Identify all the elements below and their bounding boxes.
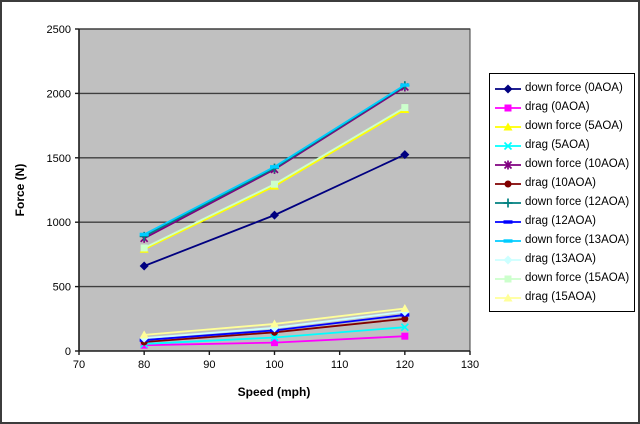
legend-item-label: down force (0AOA) [525, 82, 623, 94]
legend-item: drag (13AOA) [494, 250, 632, 269]
y-tick-label: 2000 [47, 88, 71, 100]
series-drag-15aoa- [139, 303, 410, 339]
x-tick-label: 130 [461, 359, 479, 371]
legend-swatch [495, 238, 521, 243]
plot-background [78, 28, 471, 352]
legend-item-label: drag (15AOA) [525, 291, 596, 303]
series-lines [139, 81, 410, 349]
x-tick-label: 120 [396, 359, 414, 371]
x-tick-label: 80 [138, 359, 150, 371]
legend-swatch [495, 275, 521, 282]
plot-area [78, 28, 471, 352]
y-tick-label: 500 [53, 282, 71, 294]
legend-item: drag (10AOA) [494, 174, 632, 193]
y-tick-label: 0 [65, 346, 71, 358]
series-down-force-0aoa- [139, 150, 410, 271]
tick-labels: 0 500 1000 1500 2000 2500 70 80 90 100 110 120 130 [47, 24, 480, 371]
legend-item: down force (13AOA) [494, 231, 632, 250]
legend-item: drag (12AOA) [494, 212, 632, 231]
x-tick-label: 70 [73, 359, 85, 371]
legend-item: drag (15AOA) [494, 288, 632, 307]
legend-swatch [495, 160, 521, 169]
axes [75, 28, 471, 355]
legend-item-label: down force (12AOA) [525, 196, 630, 208]
legend-item-label: down force (15AOA) [525, 272, 630, 284]
y-axis-title: Force (N) [13, 164, 27, 217]
legend-item: down force (5AOA) [494, 117, 632, 136]
legend-item: drag (0AOA) [494, 98, 632, 117]
x-tick-label: 90 [203, 359, 215, 371]
legend-swatch [495, 180, 521, 187]
series-down-force-13aoa- [139, 83, 410, 237]
legend-item-label: drag (10AOA) [525, 177, 596, 189]
legend-item-label: drag (5AOA) [525, 139, 590, 151]
series-down-force-15aoa- [140, 104, 409, 252]
legend-swatch [495, 219, 521, 224]
legend: down force (0AOA) drag (0AOA) down force… [489, 73, 635, 312]
legend-item-label: down force (10AOA) [525, 158, 630, 170]
y-tick-label: 1000 [47, 217, 71, 229]
legend-swatch [495, 255, 521, 264]
legend-swatch [495, 84, 521, 93]
legend-item-label: down force (5AOA) [525, 120, 623, 132]
legend-swatch [495, 122, 521, 130]
legend-item-label: drag (0AOA) [525, 101, 590, 113]
legend-item-label: drag (13AOA) [525, 253, 596, 265]
y-tick-label: 2500 [47, 24, 71, 36]
y-tick-label: 1500 [47, 153, 71, 165]
legend-item: down force (0AOA) [494, 79, 632, 98]
gridlines [79, 28, 470, 288]
legend-swatch [495, 104, 521, 111]
x-tick-label: 100 [265, 359, 283, 371]
x-tick-label: 110 [331, 359, 349, 371]
legend-item-label: drag (12AOA) [525, 215, 596, 227]
legend-item: drag (5AOA) [494, 136, 632, 155]
legend-item-label: down force (13AOA) [525, 234, 630, 246]
legend-item: down force (10AOA) [494, 155, 632, 174]
legend-item: down force (12AOA) [494, 193, 632, 212]
legend-swatch [495, 198, 521, 207]
legend-item: down force (15AOA) [494, 269, 632, 288]
x-axis-title: Speed (mph) [238, 385, 311, 399]
legend-swatch [495, 141, 521, 150]
legend-swatch [495, 293, 521, 301]
